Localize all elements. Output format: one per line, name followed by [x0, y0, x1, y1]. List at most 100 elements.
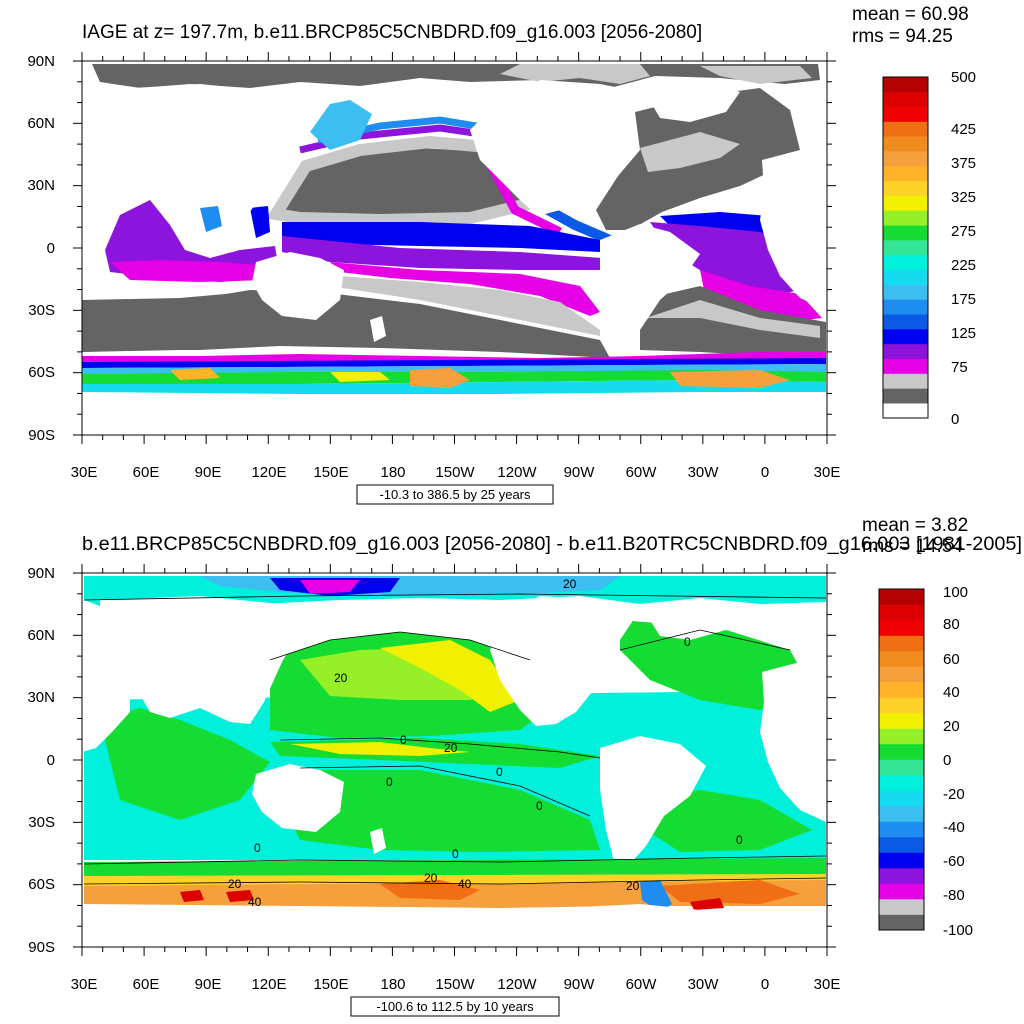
colorbar-swatch — [883, 358, 928, 374]
colorbar-label: 225 — [951, 257, 976, 274]
contour-label: 20 — [563, 577, 577, 591]
colorbar-label: 100 — [943, 584, 968, 601]
map2-so-red-2 — [226, 890, 254, 902]
map1-pacific-north-gray — [272, 148, 530, 216]
colorbar-label: -80 — [943, 887, 965, 904]
colorbar-swatch — [883, 210, 928, 226]
map2-so-darkorange-1 — [380, 880, 480, 900]
colorbar-swatch — [883, 77, 928, 93]
panel-difference: b.e11.BRCP85C5CNBDRD.f09_g16.003 [2056-2… — [27, 515, 1022, 1017]
contour-label: 20 — [334, 671, 348, 685]
colorbar-swatch — [879, 666, 924, 683]
map1-okhotsk-blue — [310, 100, 372, 150]
colorbar-label: 0 — [943, 752, 951, 769]
panel2-mean: mean = 3.82 — [862, 515, 968, 536]
panel1-rms: rms = 94.25 — [852, 26, 953, 47]
map1-south-america — [600, 224, 700, 350]
colorbar1-swatches — [882, 76, 929, 419]
lon-label: 30W — [688, 464, 720, 481]
panel-iage: IAGE at z= 197.7m, b.e11.BRCP85C5CNBDRD.… — [27, 4, 976, 505]
map1-arabian-blue — [200, 206, 222, 232]
map1-atlantic-magenta — [700, 270, 822, 322]
panel1-title: IAGE at z= 197.7m, b.e11.BRCP85C5CNBDRD.… — [82, 22, 702, 43]
map2-africa-west — [82, 652, 130, 752]
lat-label: 60N — [27, 115, 55, 132]
colorbar-swatch — [879, 775, 924, 791]
colorbar-label: -40 — [943, 819, 965, 836]
lat-label: 60S — [28, 876, 55, 893]
map2-antarctica — [82, 904, 826, 947]
colorbar-label: 60 — [943, 651, 960, 668]
colorbar-swatch — [879, 883, 924, 900]
map1-africa-west — [82, 140, 130, 240]
map2-south-atlantic-green — [640, 790, 812, 852]
lon-label: 60E — [133, 464, 160, 481]
map2-so-red-1 — [180, 890, 204, 902]
colorbar-swatch — [879, 604, 924, 621]
contour-line — [83, 593, 827, 601]
map1-norwegian-light — [640, 132, 740, 172]
colorbar-swatch — [883, 136, 928, 152]
map2-new-zealand — [370, 828, 386, 854]
map2-range-box: -100.6 to 112.5 by 10 years — [350, 996, 560, 1017]
contour-line — [83, 855, 827, 865]
map1-south-atlantic-light — [646, 300, 820, 338]
map1-indian-magenta — [110, 260, 270, 282]
colorbar-swatch — [883, 195, 928, 211]
lat-label: 90S — [28, 939, 55, 956]
map1-so-blue — [82, 358, 826, 368]
colorbar-swatch — [883, 254, 928, 271]
colorbar-label: -20 — [943, 786, 965, 803]
colorbar-frame — [878, 588, 925, 931]
colorbar-swatch — [883, 91, 928, 107]
map2-north-america — [490, 596, 640, 726]
contour-label: 20 — [444, 741, 458, 755]
lat-label: 0 — [47, 752, 55, 769]
lon-label: 30E — [71, 976, 98, 993]
lat-label: 60S — [28, 364, 55, 381]
colorbar-label: 375 — [951, 155, 976, 172]
map1-so-yellow — [330, 372, 390, 382]
range-box-frame — [356, 484, 554, 505]
map1-eq-pacific-magenta — [330, 262, 600, 316]
colorbar-label: 425 — [951, 121, 976, 138]
map1-north-america — [470, 80, 640, 216]
map2-kuroshio-yellow — [380, 640, 520, 712]
lat-label: 0 — [47, 240, 55, 257]
map1-range-box: -10.3 to 386.5 by 25 years — [356, 484, 554, 505]
contour-label: 0 — [254, 841, 261, 855]
lon-label: 90E — [195, 464, 222, 481]
map2-africa — [760, 662, 826, 822]
map1-so-cyan-lower — [82, 380, 826, 394]
colorbar-swatch — [883, 269, 928, 285]
panel2-title: b.e11.BRCP85C5CNBDRD.f09_g16.003 [2056-2… — [82, 534, 1022, 555]
map2-south-america — [600, 736, 706, 864]
map1-plot — [81, 60, 828, 436]
lon-label: 30E — [814, 976, 841, 993]
contour-label: 0 — [536, 799, 543, 813]
contour-label: 0 — [386, 775, 393, 789]
lon-label: 90E — [195, 976, 222, 993]
map1-greenland — [640, 80, 740, 122]
colorbar-swatch — [879, 821, 924, 838]
map1-lon-axis: 30E 60E 90E 120E 150E 180 150W 120W 90W … — [71, 464, 841, 481]
colorbar1: 500 425 375 325 275 225 175 125 75 0 — [882, 69, 976, 428]
map2-arctic-magenta — [300, 580, 360, 594]
lon-label: 150W — [435, 976, 475, 993]
map1-australia — [252, 252, 344, 320]
colorbar-swatch — [883, 329, 928, 345]
lon-label: 120W — [497, 976, 537, 993]
map1-new-zealand — [370, 316, 386, 342]
lat-label: 30N — [27, 177, 55, 194]
colorbar-label: 40 — [943, 684, 960, 701]
colorbar-swatch — [879, 759, 924, 776]
colorbar-swatch — [879, 728, 924, 745]
colorbar-swatch — [883, 388, 928, 404]
map2-plot — [81, 572, 828, 948]
map1-so-orange-1 — [410, 368, 470, 388]
lon-label: 180 — [380, 976, 405, 993]
map1-arctic-light — [500, 64, 650, 84]
colorbar-swatch — [879, 914, 924, 931]
colorbar-swatch — [883, 373, 928, 389]
lat-label: 90N — [27, 565, 55, 582]
